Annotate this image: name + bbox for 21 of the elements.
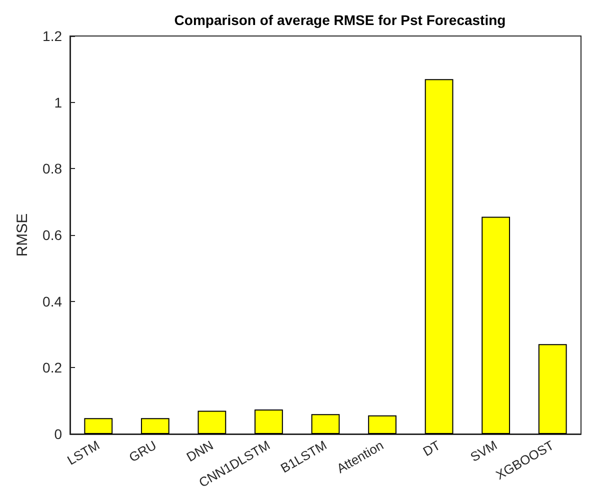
bar <box>84 418 113 434</box>
y-tick-label: 0.4 <box>42 293 62 310</box>
x-tick-label: DT <box>420 437 443 460</box>
bar <box>254 409 283 434</box>
bar <box>198 410 226 434</box>
y-tick-label: 1 <box>54 94 62 110</box>
x-tick-label: SVM <box>468 438 500 465</box>
y-tick-label: 0.2 <box>42 360 62 376</box>
y-axis-title: RMSE <box>14 213 31 257</box>
x-tick-label: GRU <box>126 438 159 465</box>
bar <box>368 415 396 434</box>
y-tick-label: 0.8 <box>42 160 62 177</box>
bar <box>482 216 510 434</box>
y-tick-label: 0 <box>54 426 62 442</box>
bar <box>311 414 340 434</box>
bar <box>538 344 567 434</box>
y-tick-label: 1.2 <box>42 28 62 44</box>
y-tick-label: 0.6 <box>42 227 62 243</box>
bar <box>140 418 170 434</box>
bar <box>424 79 454 434</box>
chart-title: Comparison of average RMSE for Pst Forecasting <box>174 12 506 28</box>
